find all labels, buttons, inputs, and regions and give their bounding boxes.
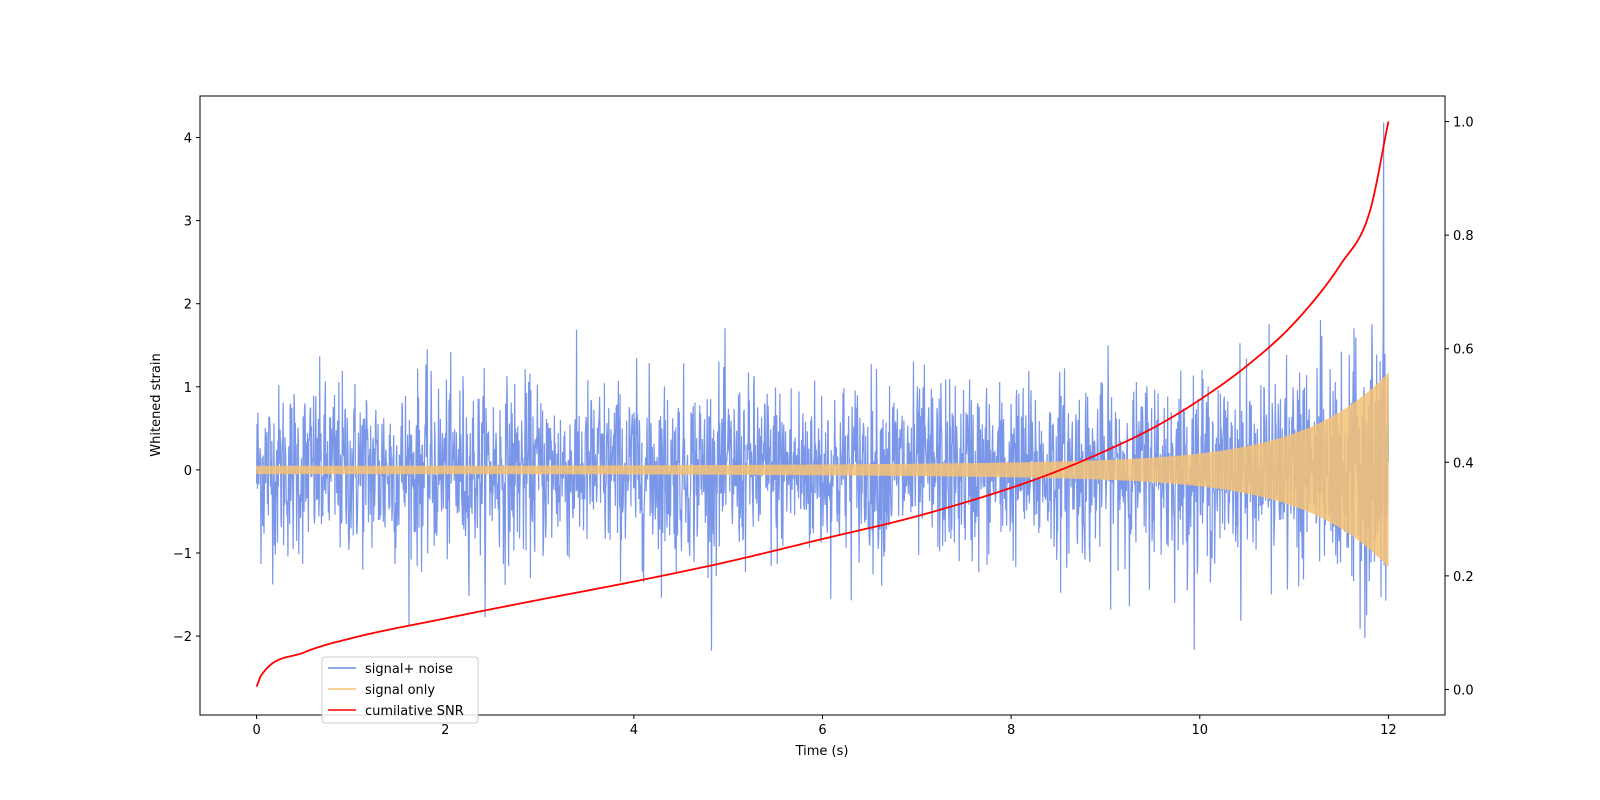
x-tick-label: 2 [441, 723, 449, 738]
legend-label-signal-noise: signal+ noise [365, 662, 453, 677]
y-axis-ticks: −2 −1 0 1 2 3 4 [173, 132, 200, 645]
y-tick-label: −1 [173, 547, 192, 562]
x-axis-ticks: 0 2 4 6 8 10 12 [252, 715, 1397, 738]
y2-tick-label: 0.0 [1453, 683, 1474, 698]
y-tick-label: −2 [173, 630, 192, 645]
x-tick-label: 8 [1007, 723, 1015, 738]
y2-tick-label: 0.4 [1453, 456, 1474, 471]
x-tick-label: 10 [1191, 723, 1208, 738]
x-axis-label: Time (s) [795, 744, 849, 759]
x-tick-label: 6 [818, 723, 826, 738]
legend-label-cumulative-snr: cumilative SNR [365, 704, 464, 719]
y2-axis-ticks: 0.0 0.2 0.4 0.6 0.8 1.0 [1445, 116, 1474, 698]
y-tick-label: 3 [184, 215, 192, 230]
legend-label-signal-only: signal only [365, 683, 435, 698]
series-layer [255, 121, 1390, 687]
legend-box [321, 656, 479, 724]
y-tick-label: 2 [184, 298, 192, 313]
series-signal-only [256, 372, 1389, 567]
y2-tick-label: 0.6 [1453, 343, 1474, 358]
legend: signal+ noise signal only cumilative SNR [321, 656, 479, 724]
y2-tick-label: 0.2 [1453, 570, 1474, 585]
x-tick-label: 4 [630, 723, 638, 738]
y-tick-label: 4 [184, 132, 192, 147]
series-cumulative-snr [255, 121, 1390, 687]
y-tick-label: 0 [184, 464, 192, 479]
x-tick-label: 0 [252, 723, 260, 738]
y-axis-label: Whitened strain [149, 353, 164, 456]
y2-tick-label: 1.0 [1453, 116, 1474, 131]
y2-tick-label: 0.8 [1453, 229, 1474, 244]
x-tick-label: 12 [1380, 723, 1397, 738]
y-tick-label: 1 [184, 381, 192, 396]
